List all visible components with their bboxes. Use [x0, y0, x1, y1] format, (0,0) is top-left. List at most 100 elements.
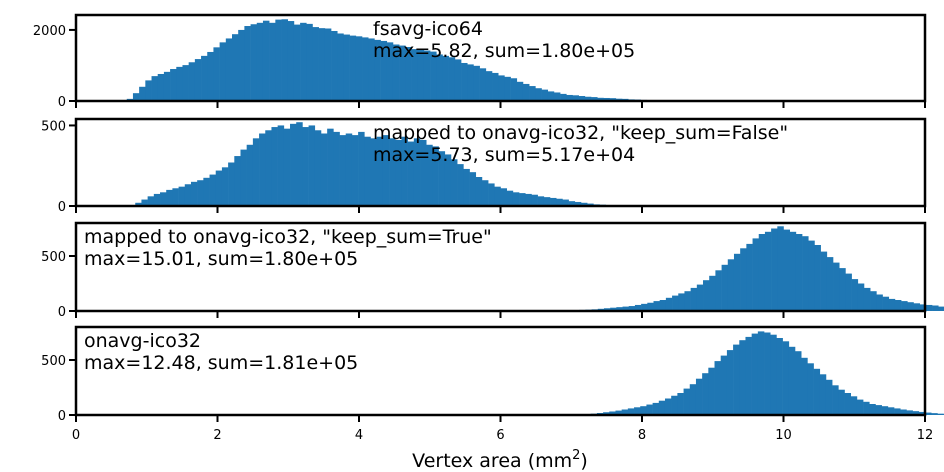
histogram-bar	[752, 238, 760, 311]
histogram-bar	[603, 97, 610, 101]
histogram-bar	[925, 412, 932, 415]
histogram-bar	[380, 40, 388, 101]
histogram-bar	[658, 400, 666, 415]
histogram-bar	[609, 411, 616, 415]
histogram-bar	[296, 122, 303, 206]
histogram-bar	[399, 45, 406, 101]
histogram-bar	[172, 188, 179, 206]
histogram-bar	[788, 346, 796, 415]
histogram-bar	[324, 28, 332, 101]
histogram-bar	[672, 295, 679, 311]
histogram-bar	[888, 298, 896, 311]
histogram-bar	[875, 405, 882, 415]
histogram-bar	[252, 138, 260, 206]
histogram-bar	[553, 92, 561, 101]
histogram-bar	[628, 306, 636, 311]
histogram-bar	[819, 374, 827, 415]
histogram-bar	[370, 138, 377, 206]
histogram-bar	[771, 228, 778, 311]
histogram-bar	[238, 29, 245, 101]
histogram-bar	[163, 71, 171, 101]
x-axis: 0 2 4 6 8 10 12	[72, 428, 933, 443]
histogram-bar	[820, 251, 828, 311]
histogram-bar	[535, 88, 542, 101]
histogram-bar	[300, 22, 307, 101]
histogram-bar	[368, 38, 375, 101]
histogram-bar	[376, 136, 384, 206]
histogram-bar	[463, 168, 470, 206]
histogram-bar	[938, 306, 944, 311]
histogram-bar	[844, 393, 852, 415]
histogram-bar	[851, 279, 859, 311]
histogram-bar	[364, 136, 371, 206]
histogram-bar	[531, 194, 538, 206]
histogram-bar	[566, 94, 573, 101]
histogram-bar	[500, 188, 507, 206]
histogram-bar	[178, 186, 186, 206]
histogram-bar	[739, 340, 746, 415]
histogram-bar	[448, 57, 456, 101]
histogram-bar	[343, 34, 350, 101]
histogram-bar	[386, 42, 394, 101]
histogram-bar	[228, 162, 235, 206]
histogram-bar	[139, 86, 146, 101]
histogram-bar	[290, 123, 297, 206]
x-tick-label: 8	[638, 428, 646, 443]
histogram-bar	[529, 86, 536, 101]
histogram-bar	[783, 229, 790, 311]
y-tick-label: 0	[58, 409, 66, 424]
histogram-bar	[825, 379, 833, 415]
histogram-bar	[714, 361, 722, 415]
histogram-bar	[287, 21, 295, 101]
histogram-bar	[345, 133, 353, 206]
histogram-bar	[627, 408, 635, 415]
histogram-bar	[709, 275, 716, 311]
histogram-bar	[215, 170, 223, 206]
histogram-bar	[395, 139, 402, 206]
histogram-bar	[355, 36, 363, 101]
histogram-bar	[281, 19, 289, 101]
histogram-bar	[578, 96, 586, 101]
histogram-bar	[327, 128, 334, 206]
histogram-bar	[488, 183, 495, 206]
histogram-bar	[176, 66, 183, 101]
histogram-bar	[250, 24, 258, 102]
panel-annotation-stats: max=12.48, sum=1.81e+05	[84, 352, 358, 374]
x-tick-label: 4	[355, 428, 363, 443]
histogram-bar	[807, 363, 814, 415]
histogram-bar	[746, 243, 753, 311]
histogram-bar	[770, 334, 777, 415]
x-tick-label: 10	[775, 428, 792, 443]
histogram-bar	[306, 23, 313, 102]
y-tick-label: 2000	[33, 24, 66, 39]
histogram-bar	[184, 184, 192, 206]
histogram-bar	[931, 413, 938, 415]
histogram-bar	[782, 341, 790, 415]
y-tick-label: 0	[58, 200, 66, 215]
histogram-bar	[314, 130, 322, 206]
histogram-bar	[720, 355, 728, 415]
histogram-bar	[745, 336, 752, 415]
histogram-bar	[475, 177, 483, 206]
histogram-bar	[413, 138, 421, 206]
histogram-bar	[339, 135, 347, 206]
histogram-bar	[647, 302, 654, 311]
histogram-bar	[900, 409, 907, 415]
bars	[560, 226, 944, 311]
histogram-bar	[166, 189, 173, 206]
histogram-bar	[537, 196, 545, 206]
histogram-bar	[358, 131, 365, 206]
panel-annotation-title: onavg-ico32	[84, 330, 201, 352]
histogram-bar	[777, 226, 784, 311]
histogram-bar	[450, 159, 458, 206]
panel-annotation-title: fsavg-ico64	[373, 18, 483, 40]
histogram-bar	[689, 384, 697, 415]
histogram-bar	[863, 287, 871, 311]
histogram-bar	[826, 257, 834, 311]
histogram-bar	[881, 406, 889, 415]
histogram-bar	[213, 47, 220, 101]
x-tick-label: 12	[917, 428, 934, 443]
histogram-bar	[219, 42, 227, 101]
histogram-bar	[839, 268, 846, 311]
